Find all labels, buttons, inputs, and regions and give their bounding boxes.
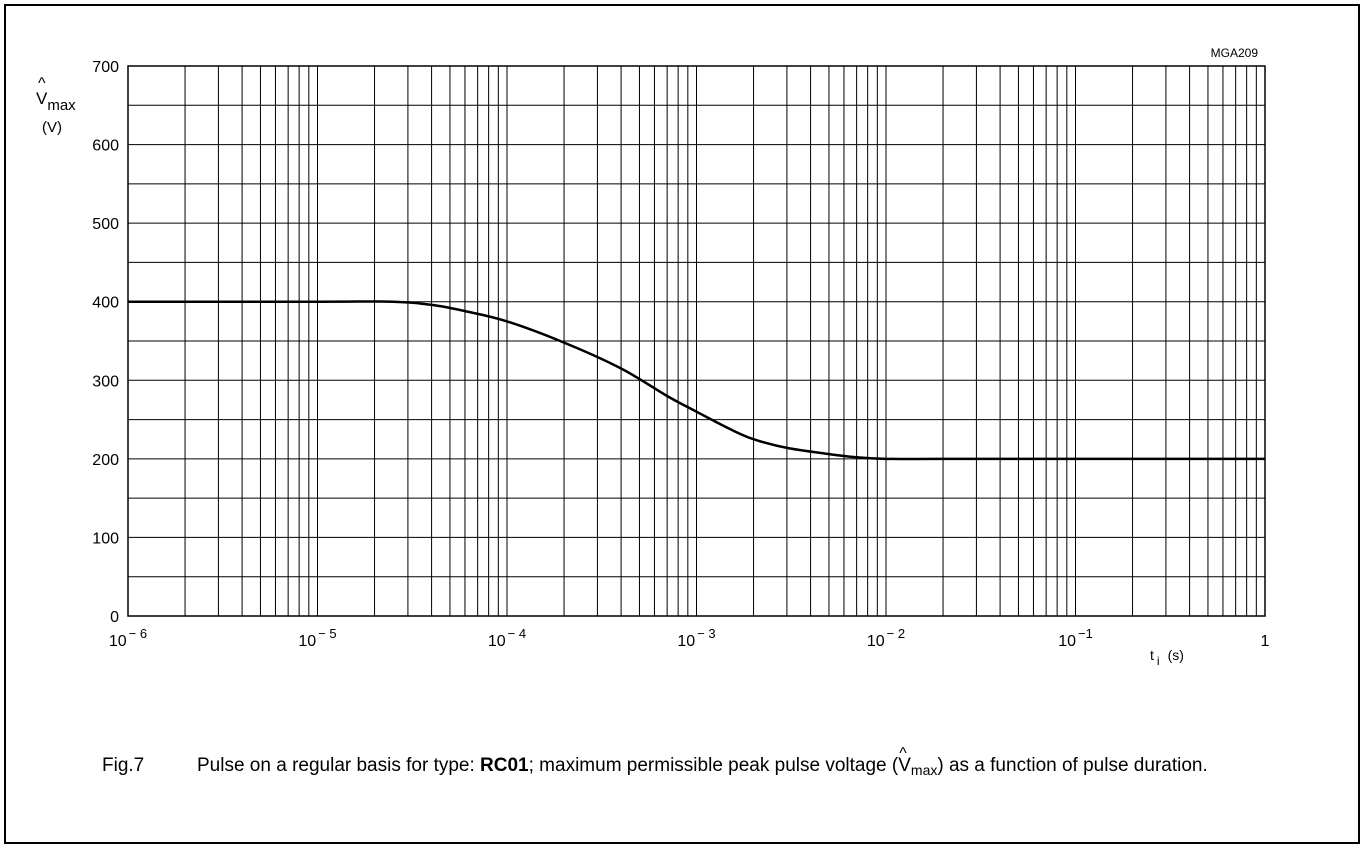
y-tick-label: 0 xyxy=(110,609,119,626)
x-tick-label: 10 −1 xyxy=(1058,626,1093,650)
svg-text:ti(s): t i (s) xyxy=(1150,647,1184,668)
x-axis-subscript: i xyxy=(1157,654,1160,668)
grid xyxy=(128,66,1265,616)
y-axis-subscript: max xyxy=(47,97,76,114)
x-tick-labels: 10− 6 10− 5 10− 4 10− 3 10− 2 10 −1 1 xyxy=(109,626,1270,650)
caption-v-hat: ^ xyxy=(899,745,907,762)
caption-text-middle: ; maximum permissible peak pulse voltage… xyxy=(528,755,899,776)
svg-text:Vmax: Vmax xyxy=(36,89,76,114)
y-axis-hat: ^ xyxy=(38,75,46,92)
y-axis-title: ^ Vmax (V) xyxy=(36,75,76,136)
y-axis-unit: (V) xyxy=(42,119,62,136)
plot-border xyxy=(127,65,1266,617)
figure-code: MGA209 xyxy=(1211,46,1259,60)
y-axis-symbol: V xyxy=(36,89,48,108)
x-tick-label: 10− 5 xyxy=(298,626,336,650)
x-tick-label: 10− 4 xyxy=(488,626,526,650)
y-tick-label: 600 xyxy=(92,138,119,155)
x-axis-label: t xyxy=(1150,647,1154,663)
y-tick-label: 200 xyxy=(92,452,119,469)
x-axis-unit: (s) xyxy=(1168,647,1184,663)
x-axis-title: t i (s) xyxy=(1150,647,1184,668)
caption-text-before: Pulse on a regular basis for type: xyxy=(197,755,481,776)
caption-v-max: ^ V xyxy=(898,745,911,780)
y-tick-label: 100 xyxy=(92,530,119,547)
x-tick-label: 10− 6 xyxy=(109,626,147,650)
x-tick-label: 10− 3 xyxy=(677,626,715,650)
y-tick-label: 300 xyxy=(92,373,119,390)
caption-v-symbol: V xyxy=(898,755,911,776)
y-tick-labels: 0 100 200 300 400 500 600 700 xyxy=(92,59,119,626)
caption-text-after: ) as a function of pulse duration. xyxy=(937,755,1208,776)
y-tick-label: 700 xyxy=(92,59,119,76)
x-tick-label: 10− 2 xyxy=(867,626,905,650)
caption-figure-number: Fig.7 xyxy=(102,755,145,776)
y-tick-label: 400 xyxy=(92,295,119,312)
caption-v-sub: max xyxy=(910,762,938,778)
caption-type: RC01 xyxy=(480,755,529,776)
series-line xyxy=(128,300,1265,461)
caption-text: Pulse on a regular basis for type: RC01;… xyxy=(197,745,1297,784)
x-tick-label: 1 xyxy=(1261,633,1270,650)
y-tick-label: 500 xyxy=(92,216,119,233)
